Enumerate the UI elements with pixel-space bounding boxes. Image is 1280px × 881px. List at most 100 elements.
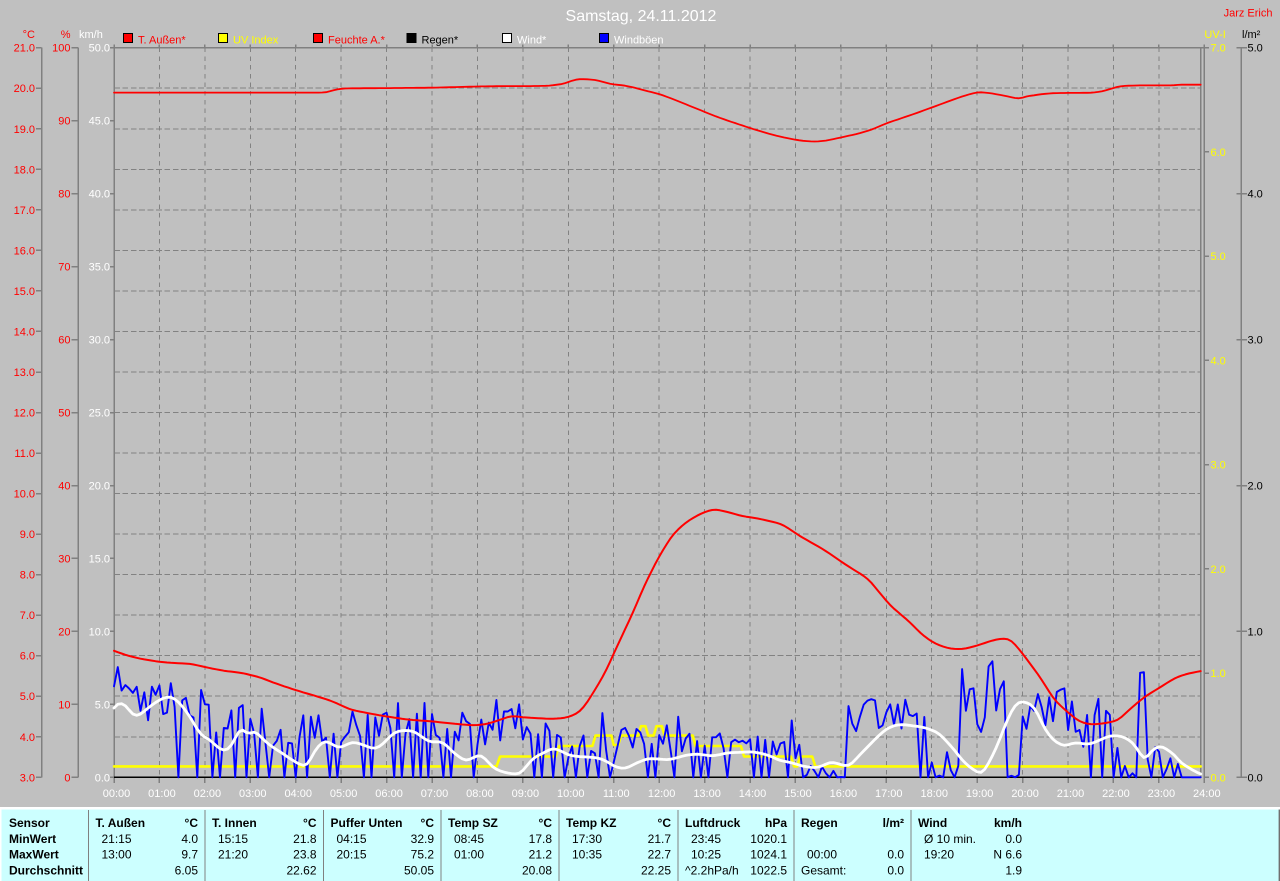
svg-text:04:00: 04:00: [284, 788, 312, 800]
svg-text:1020.1: 1020.1: [750, 832, 787, 846]
svg-text:Ø 10 min.: Ø 10 min.: [924, 832, 976, 846]
svg-text:l/m²: l/m²: [883, 816, 904, 830]
svg-text:80: 80: [58, 189, 70, 201]
svg-text:Windböen: Windböen: [614, 35, 664, 47]
svg-text:9.7: 9.7: [181, 848, 198, 862]
svg-text:Temp SZ: Temp SZ: [448, 816, 498, 830]
svg-text:hPa: hPa: [765, 816, 787, 830]
svg-text:10.0: 10.0: [14, 489, 35, 501]
svg-text:21.2: 21.2: [529, 848, 553, 862]
svg-text:4.0: 4.0: [20, 732, 35, 744]
svg-text:6.05: 6.05: [175, 864, 199, 878]
svg-text:7.0: 7.0: [20, 610, 35, 622]
svg-text:2.0: 2.0: [1211, 564, 1226, 576]
svg-text:%: %: [61, 29, 71, 41]
svg-text:12:00: 12:00: [648, 788, 676, 800]
svg-text:T. Außen: T. Außen: [96, 816, 146, 830]
svg-text:^2.2hPa/h: ^2.2hPa/h: [685, 864, 739, 878]
svg-text:21:20: 21:20: [218, 848, 248, 862]
svg-text:15.0: 15.0: [89, 553, 110, 565]
svg-text:5.0: 5.0: [95, 699, 110, 711]
svg-text:9.0: 9.0: [20, 529, 35, 541]
svg-text:30.0: 30.0: [89, 335, 110, 347]
svg-text:3.0: 3.0: [20, 772, 35, 784]
svg-text:°C: °C: [185, 816, 199, 830]
svg-text:7.0: 7.0: [1211, 43, 1226, 55]
svg-text:11.0: 11.0: [14, 448, 35, 460]
svg-text:10:25: 10:25: [691, 848, 721, 862]
svg-text:Gesamt:: Gesamt:: [801, 864, 846, 878]
svg-text:0.0: 0.0: [1248, 772, 1263, 784]
svg-text:6.0: 6.0: [1211, 147, 1226, 159]
svg-text:23.8: 23.8: [293, 848, 317, 862]
svg-text:90: 90: [58, 116, 70, 128]
svg-text:1024.1: 1024.1: [750, 848, 787, 862]
svg-text:11:00: 11:00: [603, 788, 630, 800]
svg-text:08:45: 08:45: [454, 832, 484, 846]
svg-text:N 6.6: N 6.6: [993, 848, 1022, 862]
svg-text:3.0: 3.0: [1211, 460, 1226, 472]
svg-text:17.8: 17.8: [529, 832, 553, 846]
svg-text:Puffer Unten: Puffer Unten: [331, 816, 403, 830]
svg-text:15:00: 15:00: [784, 788, 812, 800]
svg-text:17.0: 17.0: [14, 205, 35, 217]
svg-text:8.0: 8.0: [20, 570, 35, 582]
svg-text:Wind: Wind: [918, 816, 947, 830]
svg-text:32.9: 32.9: [411, 832, 435, 846]
svg-text:Durchschnitt: Durchschnitt: [9, 864, 83, 878]
svg-text:13:00: 13:00: [693, 788, 721, 800]
svg-text:5.0: 5.0: [20, 691, 35, 703]
svg-text:10.0: 10.0: [89, 626, 110, 638]
svg-text:4.0: 4.0: [181, 832, 198, 846]
svg-text:20.08: 20.08: [522, 864, 552, 878]
svg-text:21.8: 21.8: [293, 832, 317, 846]
svg-text:07:00: 07:00: [421, 788, 449, 800]
svg-text:14:00: 14:00: [739, 788, 767, 800]
svg-text:18:00: 18:00: [920, 788, 948, 800]
svg-text:19:00: 19:00: [966, 788, 994, 800]
svg-text:12.0: 12.0: [14, 408, 35, 420]
svg-text:22.7: 22.7: [648, 848, 672, 862]
svg-text:22.25: 22.25: [641, 864, 671, 878]
svg-text:°C: °C: [303, 816, 317, 830]
svg-text:Feuchte A.*: Feuchte A.*: [328, 35, 386, 47]
svg-text:4.0: 4.0: [1248, 189, 1263, 201]
svg-text:08:00: 08:00: [466, 788, 494, 800]
svg-text:16.0: 16.0: [14, 245, 35, 257]
svg-text:Temp KZ: Temp KZ: [566, 816, 616, 830]
svg-text:16:00: 16:00: [830, 788, 858, 800]
svg-text:20.0: 20.0: [89, 480, 110, 492]
svg-text:23:00: 23:00: [1148, 788, 1176, 800]
svg-text:00:00: 00:00: [103, 788, 131, 800]
svg-text:17:00: 17:00: [875, 788, 903, 800]
svg-text:01:00: 01:00: [454, 848, 484, 862]
svg-text:UV Index: UV Index: [233, 35, 279, 47]
svg-text:2.0: 2.0: [1248, 480, 1263, 492]
svg-text:5.0: 5.0: [1248, 43, 1263, 55]
svg-text:09:00: 09:00: [512, 788, 540, 800]
svg-text:T. Innen: T. Innen: [212, 816, 257, 830]
svg-text:45.0: 45.0: [89, 116, 110, 128]
svg-text:°C: °C: [658, 816, 672, 830]
svg-text:km/h: km/h: [79, 29, 103, 41]
svg-text:15:15: 15:15: [218, 832, 248, 846]
svg-text:20.0: 20.0: [14, 83, 35, 95]
svg-text:13.0: 13.0: [14, 367, 35, 379]
svg-text:40.0: 40.0: [89, 189, 110, 201]
svg-text:10: 10: [58, 699, 70, 711]
svg-text:18.0: 18.0: [14, 164, 35, 176]
svg-text:50: 50: [58, 408, 70, 420]
svg-text:30: 30: [58, 553, 70, 565]
svg-text:35.0: 35.0: [89, 262, 110, 274]
svg-text:04:15: 04:15: [337, 832, 367, 846]
svg-text:14.0: 14.0: [14, 326, 35, 338]
svg-text:l/m²: l/m²: [1242, 29, 1261, 41]
svg-text:75.2: 75.2: [411, 848, 435, 862]
svg-text:01:00: 01:00: [148, 788, 176, 800]
svg-text:40: 40: [58, 480, 70, 492]
svg-text:19.0: 19.0: [14, 124, 35, 136]
svg-text:°C: °C: [23, 29, 35, 41]
svg-text:60: 60: [58, 335, 70, 347]
svg-text:23:45: 23:45: [691, 832, 721, 846]
svg-text:13:00: 13:00: [102, 848, 132, 862]
